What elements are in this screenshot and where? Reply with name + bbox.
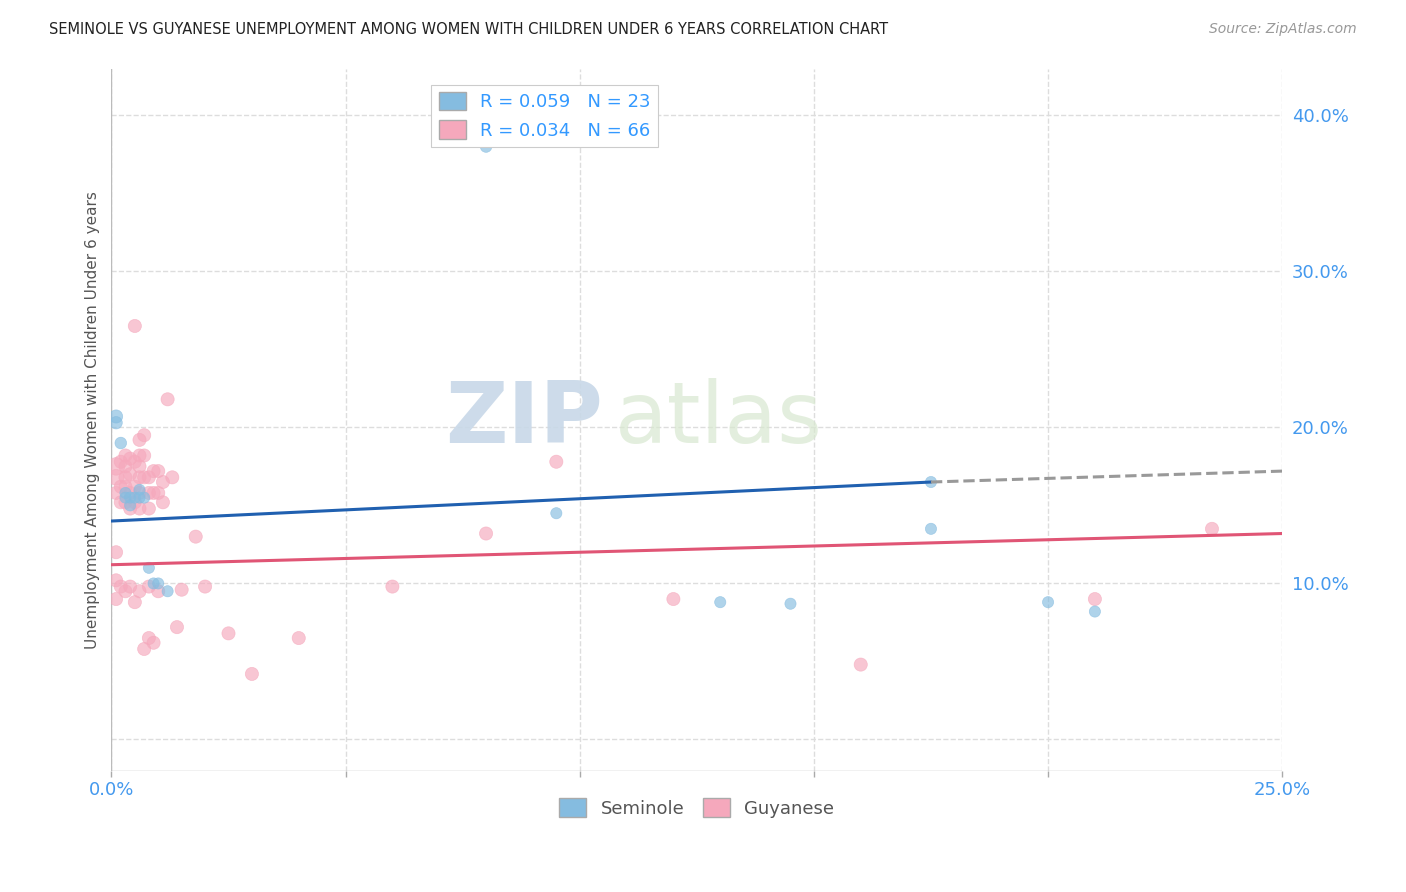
Point xyxy=(148,486,170,500)
Text: ZIP: ZIP xyxy=(446,378,603,461)
Point xyxy=(120,499,142,513)
Point xyxy=(105,545,128,559)
Point xyxy=(105,486,128,500)
Point xyxy=(128,459,150,474)
Point xyxy=(128,483,150,497)
Point xyxy=(110,480,132,494)
Point xyxy=(120,491,142,505)
Point xyxy=(475,526,498,541)
Point xyxy=(142,464,165,478)
Point xyxy=(124,318,146,333)
Point xyxy=(110,436,132,450)
Point xyxy=(1036,595,1059,609)
Point xyxy=(120,467,142,482)
Point xyxy=(184,530,207,544)
Point xyxy=(152,475,174,489)
Point xyxy=(114,449,136,463)
Point xyxy=(381,580,404,594)
Text: atlas: atlas xyxy=(614,378,823,461)
Point xyxy=(114,470,136,484)
Point xyxy=(120,580,142,594)
Point xyxy=(134,449,156,463)
Point xyxy=(114,459,136,474)
Point xyxy=(124,495,146,509)
Point xyxy=(134,470,156,484)
Point xyxy=(105,574,128,588)
Point xyxy=(110,495,132,509)
Point xyxy=(114,584,136,599)
Point xyxy=(138,486,160,500)
Point xyxy=(128,470,150,484)
Point xyxy=(218,626,240,640)
Point xyxy=(920,522,942,536)
Point xyxy=(110,455,132,469)
Point xyxy=(166,620,188,634)
Point xyxy=(114,486,136,500)
Point xyxy=(120,486,142,500)
Point xyxy=(920,475,942,489)
Point xyxy=(105,459,128,474)
Point xyxy=(148,464,170,478)
Point xyxy=(124,455,146,469)
Point xyxy=(162,470,184,484)
Point xyxy=(170,582,193,597)
Text: SEMINOLE VS GUYANESE UNEMPLOYMENT AMONG WOMEN WITH CHILDREN UNDER 6 YEARS CORREL: SEMINOLE VS GUYANESE UNEMPLOYMENT AMONG … xyxy=(49,22,889,37)
Point xyxy=(105,592,128,607)
Point xyxy=(138,470,160,484)
Point xyxy=(156,584,179,599)
Point xyxy=(546,455,568,469)
Point xyxy=(105,470,128,484)
Point xyxy=(138,501,160,516)
Point xyxy=(156,392,179,407)
Point xyxy=(128,433,150,447)
Point xyxy=(134,491,156,505)
Point xyxy=(128,491,150,505)
Point xyxy=(120,501,142,516)
Point xyxy=(240,667,263,681)
Point xyxy=(128,501,150,516)
Point xyxy=(475,139,498,153)
Point xyxy=(120,451,142,466)
Point xyxy=(114,491,136,505)
Point xyxy=(124,480,146,494)
Point xyxy=(1201,522,1223,536)
Point xyxy=(124,491,146,505)
Point xyxy=(142,576,165,591)
Point xyxy=(128,486,150,500)
Point xyxy=(114,480,136,494)
Point xyxy=(152,495,174,509)
Point xyxy=(114,495,136,509)
Point xyxy=(287,631,309,645)
Point xyxy=(138,561,160,575)
Point xyxy=(128,584,150,599)
Point xyxy=(134,642,156,657)
Text: Source: ZipAtlas.com: Source: ZipAtlas.com xyxy=(1209,22,1357,37)
Point xyxy=(138,580,160,594)
Point xyxy=(142,486,165,500)
Point xyxy=(1084,605,1107,619)
Legend: Seminole, Guyanese: Seminole, Guyanese xyxy=(553,791,841,825)
Point xyxy=(546,506,568,520)
Point xyxy=(662,592,685,607)
Point xyxy=(142,636,165,650)
Point xyxy=(134,428,156,442)
Point xyxy=(105,416,128,430)
Point xyxy=(124,595,146,609)
Y-axis label: Unemployment Among Women with Children Under 6 years: Unemployment Among Women with Children U… xyxy=(86,191,100,648)
Point xyxy=(105,409,128,424)
Point xyxy=(128,449,150,463)
Point xyxy=(138,631,160,645)
Point xyxy=(148,584,170,599)
Point xyxy=(194,580,217,594)
Point xyxy=(110,580,132,594)
Point xyxy=(148,576,170,591)
Point xyxy=(779,597,801,611)
Point xyxy=(709,595,731,609)
Point xyxy=(1084,592,1107,607)
Point xyxy=(849,657,872,672)
